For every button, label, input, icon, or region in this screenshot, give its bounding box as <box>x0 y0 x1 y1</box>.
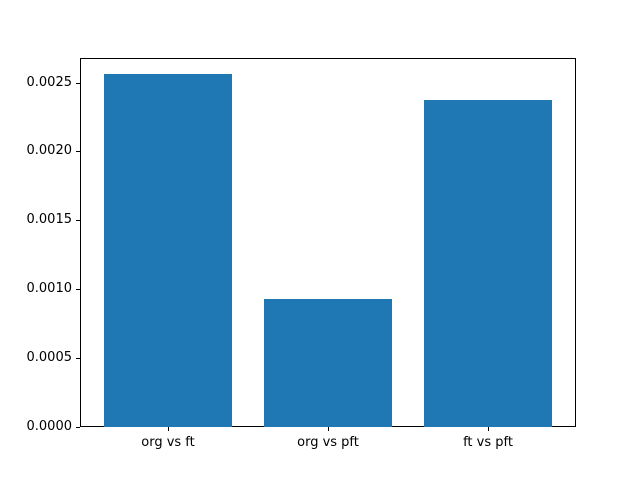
y-tick-mark <box>76 83 80 84</box>
bar-3 <box>424 100 552 427</box>
y-tick-mark <box>76 151 80 152</box>
bar-1 <box>104 74 232 427</box>
x-tick-mark <box>488 427 489 431</box>
bar-2 <box>264 299 392 427</box>
x-tick-label: org vs ft <box>141 435 195 450</box>
y-tick-label: 0.0000 <box>26 419 73 434</box>
y-tick-label: 0.0020 <box>26 143 73 158</box>
x-tick-label: ft vs pft <box>463 435 513 450</box>
x-tick-mark <box>168 427 169 431</box>
y-tick-label: 0.0010 <box>26 281 73 296</box>
x-tick-label: org vs pft <box>297 435 359 450</box>
y-tick-label: 0.0015 <box>26 212 73 227</box>
y-tick-mark <box>76 220 80 221</box>
y-tick-label: 0.0005 <box>26 350 73 365</box>
y-tick-label: 0.0025 <box>26 75 73 90</box>
y-tick-mark <box>76 358 80 359</box>
y-tick-mark <box>76 289 80 290</box>
y-tick-mark <box>76 427 80 428</box>
x-tick-mark <box>328 427 329 431</box>
